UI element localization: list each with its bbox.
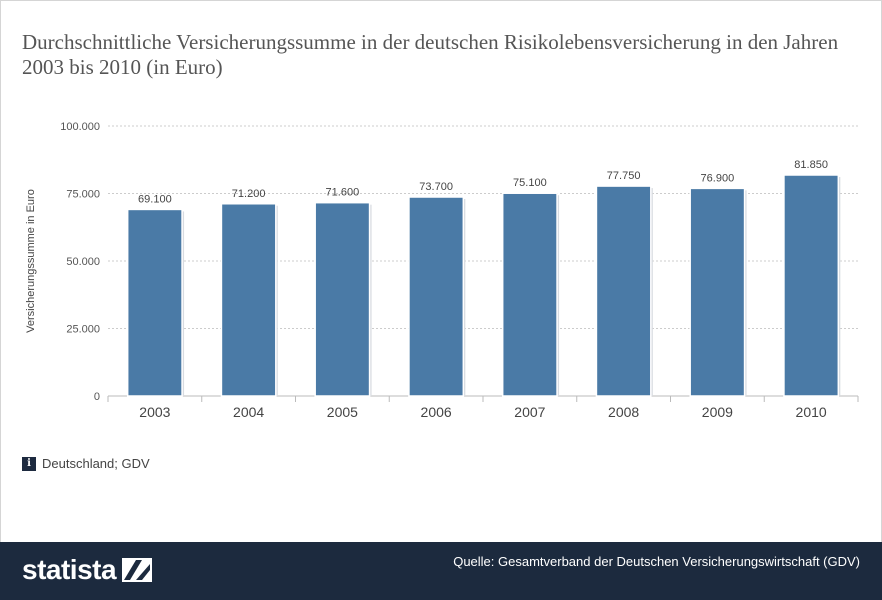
footer-bar: statista Quelle: Gesamtverband der Deuts… — [0, 542, 882, 600]
bar-2008[interactable] — [595, 185, 652, 397]
bar-2006[interactable] — [408, 196, 465, 397]
y-tick-label: 75.000 — [66, 189, 100, 201]
y-axis-label: Versicherungssumme in Euro — [25, 189, 37, 333]
statista-brand[interactable]: statista — [22, 554, 153, 586]
bar-value-label: 81.850 — [794, 159, 828, 171]
bar-2005[interactable] — [314, 201, 371, 397]
bar-value-label: 69.100 — [138, 193, 172, 205]
x-tick-label: 2009 — [702, 404, 733, 420]
info-icon[interactable]: i — [22, 456, 36, 471]
y-axis-ticks: 0 25.000 50.000 75.000 100.000 — [60, 121, 100, 403]
bar-value-label: 71.200 — [232, 188, 266, 200]
source-text: Quelle: Gesamtverband der Deutschen Vers… — [453, 554, 860, 569]
bar-value-label: 73.700 — [419, 181, 453, 193]
bar-value-label: 76.900 — [701, 172, 735, 184]
bar-value-label: 75.100 — [513, 177, 547, 189]
bar-2003[interactable] — [126, 208, 183, 397]
chart-note: i Deutschland; GDV — [22, 456, 150, 471]
bar-2004[interactable] — [220, 203, 277, 397]
x-tick-label: 2006 — [421, 404, 452, 420]
x-axis-ticks: 2003 2004 2005 2006 2007 2008 2009 2010 — [139, 404, 827, 420]
x-tick-label: 2003 — [139, 404, 170, 420]
x-tick-label: 2004 — [233, 404, 264, 420]
x-tick-label: 2010 — [796, 404, 827, 420]
statista-logo-icon — [122, 558, 153, 582]
bars: 69.100 71.200 71.600 73.700 75.100 77.750 76.9… — [126, 159, 841, 397]
x-tick-label: 2007 — [514, 404, 545, 420]
x-tick-label: 2005 — [327, 404, 358, 420]
y-tick-label: 100.000 — [60, 121, 100, 133]
y-tick-label: 0 — [94, 391, 100, 403]
x-tick-label: 2008 — [608, 404, 639, 420]
brand-wordmark: statista — [22, 554, 117, 585]
bar-2010[interactable] — [783, 174, 840, 397]
bar-2009[interactable] — [689, 187, 746, 397]
chart-title: Durchschnittliche Versicherungssumme in … — [22, 30, 839, 79]
bar-value-label: 71.600 — [326, 187, 360, 199]
note-text: Deutschland; GDV — [42, 456, 150, 471]
y-tick-label: 25.000 — [66, 324, 100, 336]
bar-chart: 0 25.000 50.000 75.000 100.000 69.100 71.200 7… — [25, 121, 859, 420]
bar-value-label: 77.750 — [607, 170, 641, 182]
bar-2007[interactable] — [501, 192, 558, 397]
y-tick-label: 50.000 — [66, 256, 100, 268]
